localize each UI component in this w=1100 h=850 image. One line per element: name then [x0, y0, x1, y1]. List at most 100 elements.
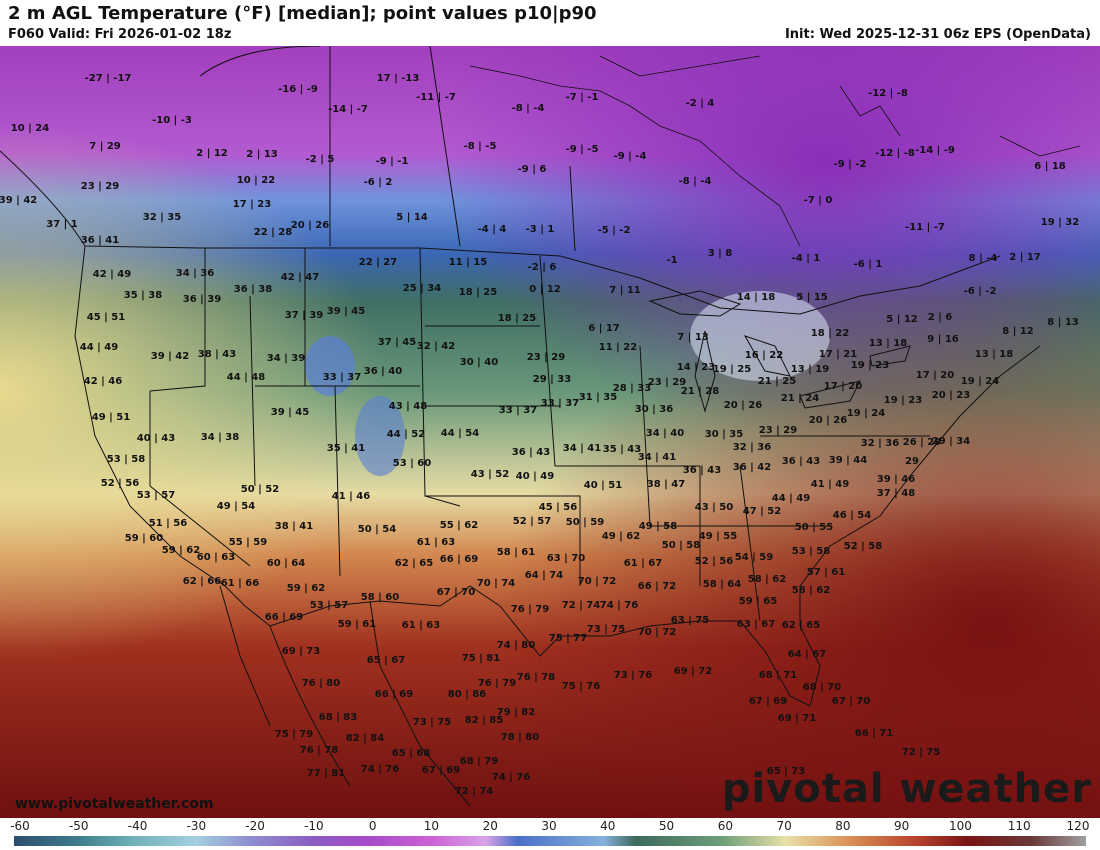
point-value-150: 41 | 46: [332, 491, 370, 502]
point-value-204: 61 | 63: [402, 620, 440, 631]
point-value-37: -11 | -7: [905, 222, 945, 233]
point-value-77: 37 | 45: [378, 337, 416, 348]
point-value-211: 74 | 80: [497, 640, 535, 651]
point-value-196: 58 | 62: [792, 585, 830, 596]
point-value-190: 58 | 64: [703, 579, 741, 590]
point-value-168: 61 | 63: [417, 537, 455, 548]
colorbar-tick: 110: [1007, 819, 1031, 833]
point-value-185: 61 | 66: [221, 578, 259, 589]
point-value-25: -6 | 2: [364, 177, 393, 188]
point-value-34: -4 | 4: [478, 224, 507, 235]
point-value-38: 19 | 32: [1041, 217, 1079, 228]
warm-atlantic: [0, 46, 1100, 818]
point-value-14: -2 | 5: [306, 154, 335, 165]
point-value-53: 42 | 49: [93, 269, 131, 280]
point-value-81: 18 | 22: [811, 328, 849, 339]
point-value-171: 50 | 58: [662, 540, 700, 551]
point-value-214: 75 | 81: [462, 653, 500, 664]
point-value-217: 69 | 72: [674, 666, 712, 677]
point-value-152: 37 | 48: [877, 488, 915, 499]
point-value-48: 11 | 15: [449, 257, 487, 268]
point-value-169: 49 | 62: [602, 531, 640, 542]
point-value-208: 73 | 75: [587, 624, 625, 635]
point-value-75: 38 | 43: [198, 349, 236, 360]
point-value-4: -8 | -4: [512, 103, 545, 114]
point-value-55: 25 | 34: [403, 283, 441, 294]
point-value-231: 73 | 75: [413, 717, 451, 728]
point-value-92: 42 | 46: [84, 376, 122, 387]
point-value-119: 44 | 52: [387, 429, 425, 440]
point-value-212: 69 | 73: [282, 646, 320, 657]
point-value-181: 52 | 56: [695, 556, 733, 567]
point-value-235: 78 | 80: [501, 732, 539, 743]
point-value-230: 69 | 71: [778, 713, 816, 724]
point-value-1: -16 | -9: [278, 84, 318, 95]
temperature-map[interactable]: -27 | -17 -16 | -9 17 | -13 -11 | -7 -8 | -4…: [0, 46, 1100, 818]
point-value-84: 13 | 18: [975, 349, 1013, 360]
point-value-237: 76 | 78: [300, 745, 338, 756]
point-value-62: 36 | 39: [183, 294, 221, 305]
source-url[interactable]: www.pivotalweather.com: [15, 796, 214, 812]
point-value-94: 33 | 37: [323, 372, 361, 383]
colorbar-tick: 80: [835, 819, 851, 833]
point-value-139: 36 | 42: [733, 462, 771, 473]
point-value-240: 68 | 79: [460, 756, 498, 767]
point-value-201: 59 | 65: [739, 596, 777, 607]
colorbar-tick: -60: [10, 819, 30, 833]
canadian-coastlines: [469, 55, 1081, 247]
political-borders: [0, 46, 1041, 807]
point-value-232: 82 | 85: [465, 715, 503, 726]
point-value-29: 39 | 42: [0, 195, 37, 206]
point-value-28: -7 | 0: [804, 195, 833, 206]
colorbar-tick: -10: [304, 819, 324, 833]
point-value-199: 72 | 74: [562, 600, 600, 611]
point-value-213: 65 | 67: [367, 655, 405, 666]
point-value-69: 7 | 13: [677, 332, 709, 343]
point-value-174: 59 | 62: [162, 545, 200, 556]
point-value-36: -5 | -2: [598, 225, 631, 236]
point-value-27: -8 | -4: [679, 176, 712, 187]
point-value-83: 9 | 16: [927, 334, 959, 345]
point-value-46: 2 | 17: [1009, 252, 1041, 263]
colorbar-tick: 100: [948, 819, 972, 833]
colorbar-tick: -40: [127, 819, 148, 833]
point-value-184: 62 | 66: [183, 576, 221, 587]
point-value-66: 39 | 45: [327, 306, 365, 317]
point-value-95: 36 | 40: [364, 366, 402, 377]
point-value-61: 35 | 38: [124, 290, 162, 301]
point-value-170: 49 | 55: [699, 531, 737, 542]
point-value-35: -3 | 1: [526, 224, 555, 235]
point-value-52: 42 | 47: [281, 272, 319, 283]
point-value-134: 53 | 58: [107, 454, 145, 465]
point-value-227: 67 | 70: [832, 696, 870, 707]
point-value-165: 59 | 60: [125, 533, 163, 544]
point-value-164: 50 | 55: [795, 522, 833, 533]
init-time: Init: Wed 2025-12-31 06z EPS (OpenData): [784, 27, 1091, 42]
colorbar: [14, 836, 1086, 846]
point-value-246: 72 | 74: [455, 786, 493, 797]
point-value-234: 82 | 84: [346, 733, 384, 744]
colorbar-tick: 90: [894, 819, 910, 833]
point-value-200: 74 | 76: [600, 600, 638, 611]
point-value-158: 51 | 56: [149, 518, 187, 529]
point-value-118: 34 | 38: [201, 432, 239, 443]
point-value-42: 3 | 8: [708, 248, 733, 259]
point-value-129: 36 | 43: [512, 447, 550, 458]
point-value-12: 2 | 12: [196, 148, 228, 159]
point-value-156: 47 | 52: [743, 506, 781, 517]
point-value-242: 67 | 69: [422, 765, 460, 776]
point-value-80: 16 | 22: [745, 350, 783, 361]
point-value-15: -9 | -1: [376, 156, 409, 167]
point-value-47: 22 | 27: [359, 257, 397, 268]
point-value-93: 44 | 48: [227, 372, 265, 383]
point-value-178: 58 | 61: [497, 547, 535, 558]
point-value-44: -6 | 1: [854, 259, 883, 270]
point-value-159: 38 | 41: [275, 521, 313, 532]
map-header: 2 m AGL Temperature (°F) [median]; point…: [0, 0, 1100, 46]
point-value-149: 53 | 57: [137, 490, 175, 501]
colorbar-gradient: [14, 836, 1086, 846]
point-value-90: 17 | 21: [819, 349, 857, 360]
point-value-60: 5 | 15: [796, 292, 828, 303]
point-value-223: 66 | 69: [375, 689, 413, 700]
great-lakes-outline: [648, 290, 911, 413]
